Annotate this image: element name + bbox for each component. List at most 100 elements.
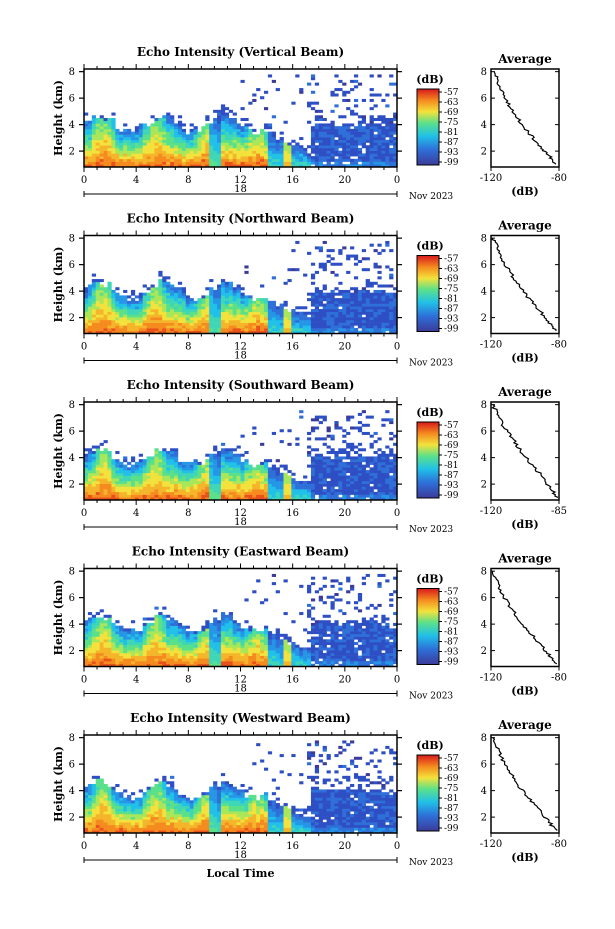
heatmap-cell [346,254,351,258]
heatmap-cell [205,311,210,315]
heatmap-cell [95,486,100,490]
heatmap-cell [127,480,132,484]
heatmap-cell [150,150,155,154]
heatmap-cell [84,622,89,626]
heatmap-cell [326,161,331,165]
heatmap-cell [240,311,245,315]
heatmap-cell [95,617,100,621]
heatmap-cell [130,631,136,635]
heatmap-cell [213,322,218,326]
heatmap-cell [193,470,198,474]
heatmap-cell [103,325,108,329]
heatmap-cell [91,633,97,637]
heatmap-cell [193,652,198,656]
heatmap-cell [373,134,378,138]
heatmap-cell [385,118,390,122]
heatmap-cell [142,325,147,329]
heatmap-cell [103,472,108,476]
heatmap-cell [130,636,136,640]
heatmap-cell [256,480,261,484]
heatmap-cell [338,322,343,326]
heatmap-cell [236,475,241,479]
heatmap-cell [181,480,187,484]
heatmap-cell [181,470,187,474]
y-axis-label: Height (km) [52,247,65,323]
heatmap-cell [84,456,89,460]
heatmap-cell [377,118,382,122]
heatmap-cell [228,306,233,310]
heatmap-cell [95,284,100,288]
heatmap-cell [201,480,206,484]
heatmap-cell [138,631,143,635]
heatmap-cell [150,300,155,304]
heatmap-cell [99,279,104,283]
heatmap-cell [369,306,374,310]
heatmap-cell [310,142,316,146]
heatmap-cell [244,319,249,323]
heatmap-cell [123,311,128,315]
heatmap-cell [377,298,382,302]
heatmap-cell [322,330,327,334]
heatmap-cell [303,273,308,277]
heatmap-cell [346,475,351,479]
heatmap-cell [263,478,269,482]
heatmap-cell [326,480,331,484]
heatmap-cell [334,456,339,460]
heatmap-cell [267,494,273,498]
heatmap-cell [91,126,97,130]
heatmap-cell [99,295,104,299]
heatmap-cell [197,491,202,495]
heatmap-cell [365,431,370,435]
heatmap-cell [162,639,167,643]
heatmap-cell [287,147,292,151]
heatmap-cell [166,319,171,323]
heatmap-cell [213,134,218,138]
heatmap-cell [322,123,327,127]
heatmap-cell [271,137,277,141]
colorbar-tick-label: -75 [444,285,459,295]
heatmap-cell [213,150,218,154]
heatmap-cell [193,164,198,168]
heatmap-cell [170,467,175,471]
heatmap-cell [95,456,100,460]
heatmap-cell [338,486,343,490]
heatmap-cell [342,147,347,151]
heatmap-cell [353,262,359,266]
heatmap-cell [103,644,108,648]
heatmap-cell [252,145,257,149]
heatmap-cell [263,126,269,130]
heatmap-cell [334,311,339,315]
heatmap-cell [146,639,151,643]
heatmap-cell [177,494,183,498]
heatmap-cell [263,164,269,168]
heatmap-cell [201,328,206,332]
heatmap-cell [326,137,331,141]
heatmap-cell [365,322,370,326]
heatmap-cell [201,314,206,318]
heatmap-cell [389,314,394,318]
heatmap-cell [220,295,226,299]
heatmap-cell [115,459,120,463]
heatmap-cell [205,489,210,493]
heatmap-cell [166,491,171,495]
heatmap-cell [369,115,374,119]
heatmap-cell [154,161,159,165]
heatmap-cell [377,276,382,280]
heatmap-cell [224,126,230,130]
heatmap-cell [138,322,143,326]
heatmap-cell [248,464,253,468]
heatmap-cell [299,90,304,94]
heatmap-cell [158,317,163,321]
heatmap-cell [385,300,390,304]
heatmap-cell [162,161,167,165]
heatmap-cell [307,328,312,332]
heatmap-cell [263,330,269,334]
heatmap-cell [389,453,394,457]
heatmap-cell [177,330,183,334]
heatmap-cell [84,314,89,318]
heatmap-cell [393,480,398,484]
heatmap-cell [103,622,108,626]
heatmap-cell [177,650,183,654]
heatmap-cell [201,322,206,326]
heatmap-cell [123,317,128,321]
